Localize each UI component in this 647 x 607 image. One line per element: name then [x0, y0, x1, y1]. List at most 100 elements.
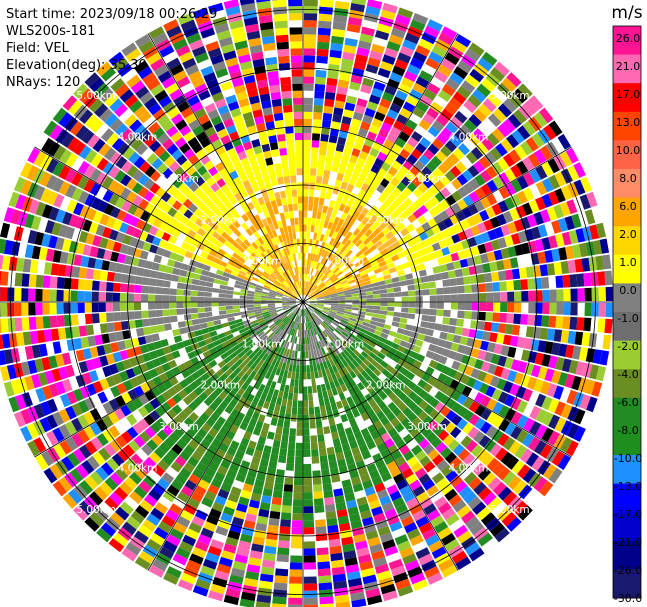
velocity-gate [229, 463, 240, 473]
velocity-gate [357, 313, 365, 319]
velocity-gate [403, 396, 413, 407]
velocity-gate [320, 241, 326, 250]
velocity-gate [508, 440, 522, 455]
velocity-gate [197, 113, 210, 125]
velocity-gate [192, 324, 201, 331]
velocity-gate [586, 191, 598, 208]
velocity-gate [324, 302, 332, 304]
velocity-gate [472, 213, 483, 225]
velocity-gate [189, 337, 198, 345]
velocity-gate [425, 350, 435, 359]
velocity-gate [329, 273, 336, 280]
velocity-gate [236, 337, 244, 344]
velocity-gate [346, 411, 355, 421]
velocity-gate [206, 226, 216, 236]
velocity-gate [491, 161, 504, 175]
velocity-gate [323, 320, 330, 327]
velocity-gate [559, 387, 571, 403]
velocity-gate [282, 304, 290, 307]
velocity-gate [500, 345, 510, 357]
velocity-gate [267, 208, 275, 217]
velocity-gate [282, 427, 290, 436]
velocity-gate [257, 196, 265, 206]
velocity-gate [589, 364, 600, 380]
velocity-gate [293, 291, 299, 297]
velocity-gate [278, 322, 285, 329]
velocity-gate [209, 508, 222, 519]
velocity-gate [308, 293, 315, 299]
velocity-gate [511, 359, 521, 371]
velocity-gate [142, 371, 153, 382]
velocity-gate [309, 303, 317, 307]
velocity-gate [395, 439, 407, 450]
velocity-gate [73, 141, 86, 156]
velocity-gate [441, 83, 456, 97]
velocity-gate [306, 267, 309, 275]
velocity-gate [248, 267, 256, 274]
velocity-gate [10, 379, 22, 395]
velocity-gate [251, 456, 261, 466]
velocity-gate [214, 98, 227, 109]
velocity-gate [34, 231, 45, 246]
velocity-gate [144, 426, 156, 439]
velocity-gate [204, 292, 212, 297]
velocity-gate [374, 386, 383, 395]
velocity-gate [349, 513, 361, 523]
velocity-gate [460, 156, 473, 169]
velocity-gate [268, 294, 276, 298]
velocity-gate [469, 68, 485, 83]
velocity-gate [415, 369, 425, 379]
velocity-gate [148, 102, 162, 116]
velocity-gate [445, 513, 460, 527]
velocity-gate [137, 186, 149, 198]
velocity-gate [71, 187, 83, 201]
velocity-gate [397, 358, 407, 367]
velocity-gate [293, 485, 303, 493]
velocity-gate [348, 418, 358, 427]
velocity-gate [126, 413, 138, 426]
velocity-gate [254, 326, 262, 333]
velocity-gate [526, 214, 538, 228]
velocity-gate [513, 480, 527, 495]
velocity-gate [238, 362, 247, 370]
velocity-gate [464, 311, 472, 320]
velocity-gate [268, 332, 275, 339]
velocity-gate [319, 273, 326, 280]
velocity-gate [234, 554, 248, 564]
velocity-gate [224, 267, 233, 274]
velocity-gate [291, 350, 296, 358]
velocity-gate [161, 472, 175, 484]
velocity-gate [223, 452, 234, 463]
velocity-gate [271, 350, 278, 359]
velocity-gate [137, 336, 147, 346]
velocity-gate [426, 161, 438, 173]
velocity-gate [241, 373, 249, 382]
velocity-gate [177, 204, 188, 215]
velocity-gate [114, 103, 128, 118]
velocity-gate [220, 280, 229, 286]
velocity-gate [315, 526, 327, 535]
velocity-gate [314, 278, 320, 285]
velocity-gate [149, 182, 161, 194]
velocity-gate [402, 433, 414, 445]
velocity-gate [270, 313, 278, 318]
velocity-gate [341, 442, 351, 452]
velocity-gate [277, 176, 284, 185]
velocity-gate [254, 271, 262, 278]
velocity-gate [486, 398, 498, 411]
velocity-gate [486, 251, 496, 262]
velocity-gate [287, 147, 295, 155]
velocity-gate [279, 448, 288, 457]
velocity-gate [303, 41, 316, 49]
velocity-gate [248, 330, 256, 337]
velocity-gate [374, 356, 383, 364]
velocity-gate [171, 149, 183, 161]
velocity-gate [343, 313, 351, 318]
velocity-gate [372, 333, 381, 341]
velocity-gate [102, 175, 114, 189]
velocity-gate [261, 305, 269, 309]
velocity-gate [249, 550, 263, 560]
velocity-gate [71, 362, 82, 376]
velocity-gate [123, 213, 134, 225]
velocity-gate [189, 553, 204, 565]
